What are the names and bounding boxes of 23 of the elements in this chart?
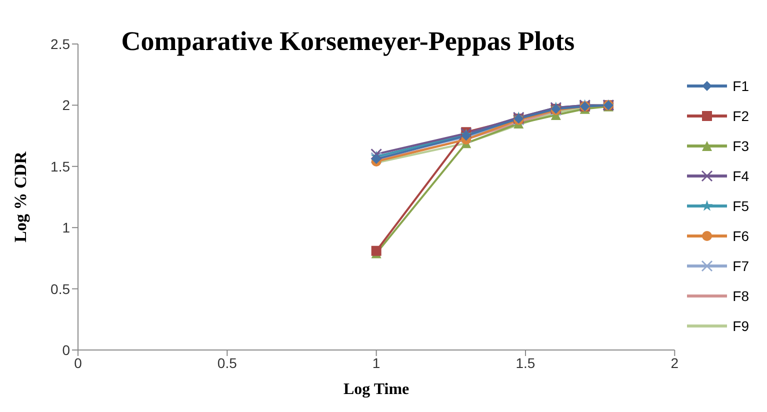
legend-label: F8 [732,288,749,304]
y-tick-label: 0 [62,342,70,358]
y-tick-label: 0.5 [50,280,70,297]
y-tick-label: 2.5 [50,36,70,52]
legend-label: F9 [732,318,749,334]
x-axis-title: Log Time [344,381,410,398]
legend-label: F1 [732,78,749,94]
legend-label: F7 [732,258,749,274]
legend-label: F2 [732,108,749,124]
x-tick-label: 0 [74,354,82,371]
legend-label: F4 [732,168,749,184]
x-tick-label: 0.5 [217,354,238,371]
y-axis-title: Log % CDR [11,150,30,242]
y-tick-label: 1 [62,220,70,236]
y-tick-label: 2 [62,97,70,114]
chart-title: Comparative Korsemeyer-Peppas Plots [120,26,576,57]
y-tick-label: 1.5 [50,158,70,174]
x-tick-label: 1 [372,354,380,371]
x-tick-label: 2 [670,354,679,371]
legend-label: F5 [732,198,749,214]
legend-label: F6 [732,228,749,244]
x-tick-label: 1.5 [516,354,536,371]
legend-label: F3 [732,138,749,154]
